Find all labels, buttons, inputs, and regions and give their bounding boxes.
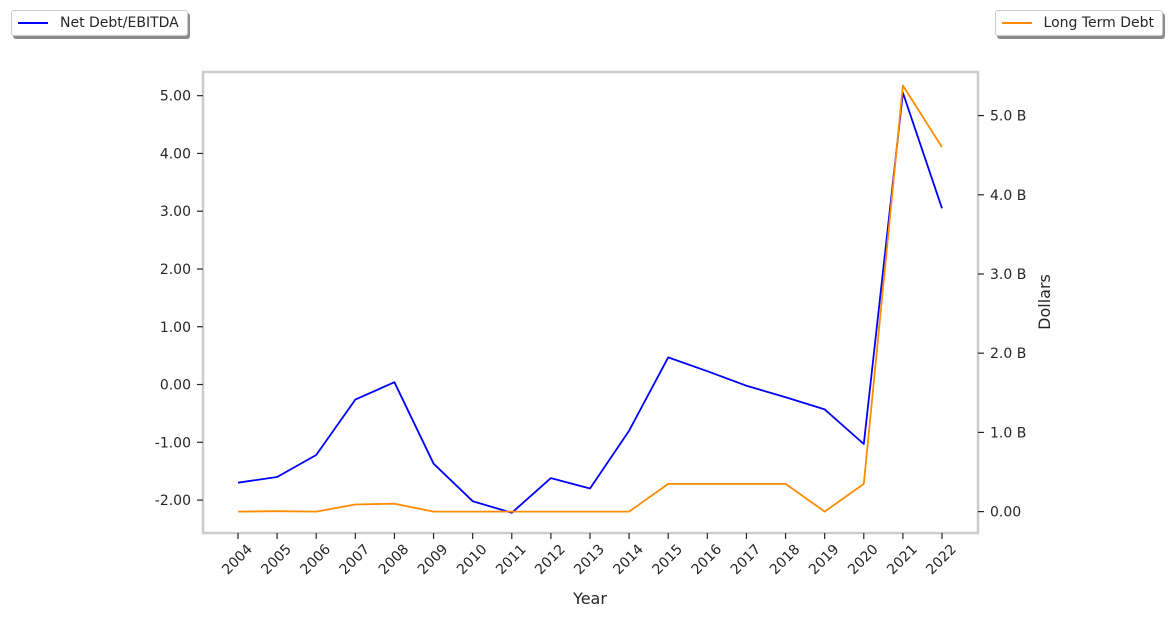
- x-tick-label: 2017: [728, 542, 765, 579]
- right-tick-label: 3.0 B: [990, 267, 1026, 283]
- x-axis-label: Year: [572, 589, 607, 608]
- right-tick-label: 2.0 B: [990, 346, 1026, 362]
- legend-swatch-long-term-debt: [1001, 22, 1032, 24]
- x-tick-label: 2009: [415, 542, 452, 579]
- left-tick-label: -1.00: [155, 435, 191, 451]
- right-tick-label: 5.0 B: [990, 109, 1026, 125]
- plot-frame: [201, 70, 980, 535]
- series-line-net-debt-ebitda: [237, 91, 943, 514]
- x-tick-label: 2015: [650, 542, 687, 579]
- right-tick-label: 1.0 B: [990, 425, 1026, 441]
- x-tick-label: 2004: [219, 541, 256, 578]
- right-axis-label: Dollars: [1035, 274, 1054, 330]
- x-tick-label: 2022: [923, 542, 960, 579]
- x-tick-label: 2007: [337, 542, 374, 579]
- left-tick-label: 1.00: [160, 320, 191, 336]
- legend-label-long-term-debt: Long Term Debt: [1043, 15, 1154, 31]
- x-tick-label: 2020: [845, 542, 882, 579]
- legend-net-debt-ebitda: Net Debt/EBITDA: [11, 10, 188, 36]
- left-tick-label: 4.00: [160, 146, 191, 162]
- x-tick-label: 2010: [454, 542, 491, 579]
- x-tick-label: 2021: [884, 542, 921, 579]
- x-tick-label: 2005: [258, 542, 295, 579]
- series-line-long-term-debt: [237, 84, 943, 513]
- x-tick-label: 2006: [298, 541, 335, 578]
- x-tick-label: 2011: [493, 542, 530, 579]
- x-tick-label: 2018: [767, 542, 804, 579]
- x-tick-label: 2013: [571, 542, 608, 579]
- x-tick-label: 2014: [610, 541, 647, 578]
- x-tick-label: 2012: [532, 542, 569, 579]
- right-tick-label: 0.00: [990, 505, 1021, 521]
- legend-swatch-net-debt-ebitda: [18, 22, 48, 24]
- right-tick-label: 4.0 B: [990, 188, 1026, 204]
- left-tick-label: 2.00: [160, 262, 191, 278]
- left-tick-label: 3.00: [160, 204, 191, 220]
- left-tick-label: -2.00: [155, 493, 191, 509]
- legend-label-net-debt-ebitda: Net Debt/EBITDA: [60, 15, 179, 31]
- left-tick-label: 5.00: [160, 89, 191, 105]
- x-tick-label: 2019: [806, 542, 843, 579]
- legend-long-term-debt: Long Term Debt: [994, 10, 1163, 36]
- x-tick-label: 2016: [689, 541, 726, 578]
- x-tick-label: 2008: [376, 542, 413, 579]
- left-tick-label: 0.00: [160, 378, 191, 394]
